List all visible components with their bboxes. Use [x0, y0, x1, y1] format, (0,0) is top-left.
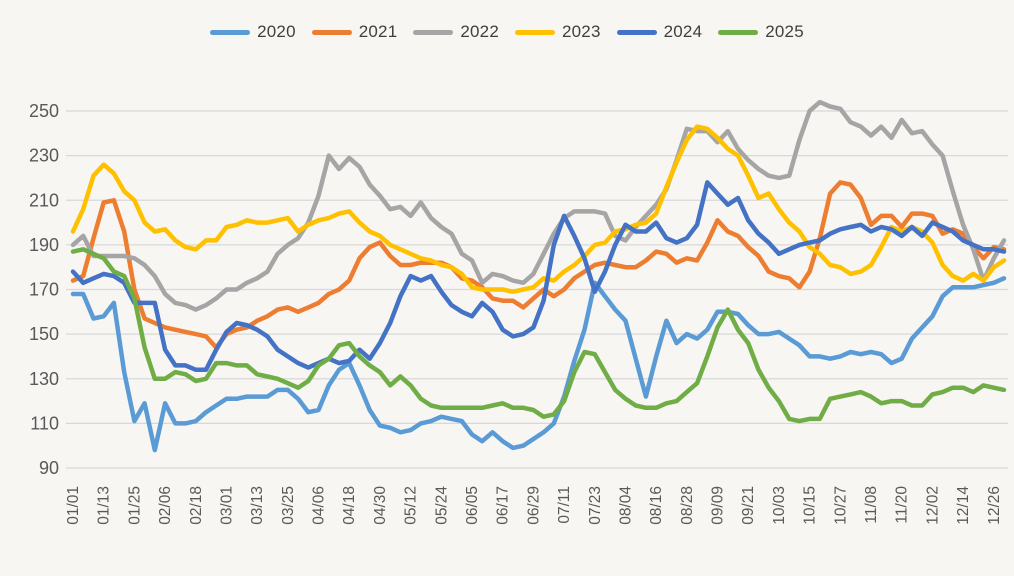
legend-swatch-2020 [210, 29, 251, 35]
x-axis-tick-label: 10/03 [771, 486, 788, 525]
legend-item-2021: 2021 [311, 22, 398, 42]
x-axis-tick-label: 07/23 [587, 486, 604, 525]
chart-legend: 2020 2021 2022 2023 2024 2025 [0, 22, 1014, 42]
x-axis-tick-label: 12/02 [924, 486, 941, 525]
x-axis-tick-label: 03/01 [218, 486, 235, 525]
y-axis-tick-label: 210 [29, 190, 59, 210]
x-axis-tick-label: 03/25 [280, 486, 297, 525]
x-axis-tick-label: 09/21 [740, 486, 757, 525]
legend-label: 2023 [562, 22, 601, 41]
x-axis-tick-label: 08/04 [617, 486, 634, 525]
y-axis-tick-label: 170 [29, 280, 59, 300]
legend-item-2023: 2023 [515, 22, 601, 42]
legend-swatch-2025 [718, 29, 759, 35]
y-axis-tick-label: 110 [30, 413, 59, 433]
x-axis-tick-label: 06/17 [495, 486, 512, 525]
series-line-2020 [70, 276, 1007, 453]
x-axis-tick-label: 11/08 [863, 486, 880, 524]
x-axis-tick-label: 07/11 [556, 486, 573, 524]
legend-item-2024: 2024 [616, 22, 703, 42]
series-line-2024 [70, 180, 1007, 373]
x-axis-tick-label: 02/06 [157, 486, 174, 525]
x-axis-tick-label: 08/16 [648, 486, 665, 525]
legend-item-2020: 2020 [210, 22, 296, 42]
x-axis-tick-label: 10/15 [802, 486, 819, 525]
x-axis-tick-label: 03/13 [249, 486, 266, 525]
legend-label: 2024 [663, 22, 703, 41]
legend-label: 2025 [765, 22, 804, 41]
y-axis-tick-label: 130 [29, 369, 59, 389]
y-axis-tick-label: 230 [29, 146, 59, 166]
legend-label: 2022 [460, 22, 499, 41]
x-axis-tick-label: 12/26 [986, 486, 1003, 525]
y-axis-tick-label: 250 [29, 101, 59, 121]
series-line-2022 [70, 99, 1007, 312]
x-axis-tick-label: 01/01 [65, 486, 82, 525]
series-line-2025 [70, 247, 1007, 424]
y-axis-tick-label: 190 [29, 235, 59, 255]
legend-item-2025: 2025 [718, 22, 804, 42]
x-axis-tick-label: 04/18 [341, 486, 358, 525]
x-axis-tick-label: 12/14 [955, 486, 972, 525]
x-axis-tick-label: 06/05 [464, 486, 481, 525]
legend-item-2022: 2022 [413, 22, 499, 42]
x-axis-tick-label: 09/09 [710, 486, 727, 525]
x-axis-tick-label: 01/13 [96, 486, 113, 525]
legend-swatch-2022 [413, 29, 454, 35]
legend-label: 2020 [257, 22, 296, 41]
legend-swatch-2023 [515, 29, 555, 35]
x-axis-tick-label: 11/20 [894, 486, 911, 524]
x-axis-tick-label: 05/24 [433, 486, 450, 525]
legend-label: 2021 [358, 22, 398, 41]
legend-swatch-2021 [311, 29, 352, 35]
x-axis-tick-label: 06/29 [525, 486, 542, 525]
y-axis-tick-label: 90 [39, 458, 59, 478]
legend-swatch-2024 [616, 29, 657, 35]
x-axis-tick-label: 04/06 [311, 486, 328, 525]
x-axis-tick-label: 08/28 [679, 486, 696, 525]
series-line-2023 [70, 124, 1007, 294]
x-axis-tick-label: 02/18 [188, 486, 205, 525]
x-axis-tick-label: 05/12 [403, 486, 420, 525]
x-axis-tick-label: 10/27 [832, 486, 849, 525]
x-axis-tick-label: 01/25 [126, 486, 143, 525]
x-axis-tick-label: 04/30 [372, 486, 389, 525]
y-axis-tick-label: 150 [29, 324, 59, 344]
